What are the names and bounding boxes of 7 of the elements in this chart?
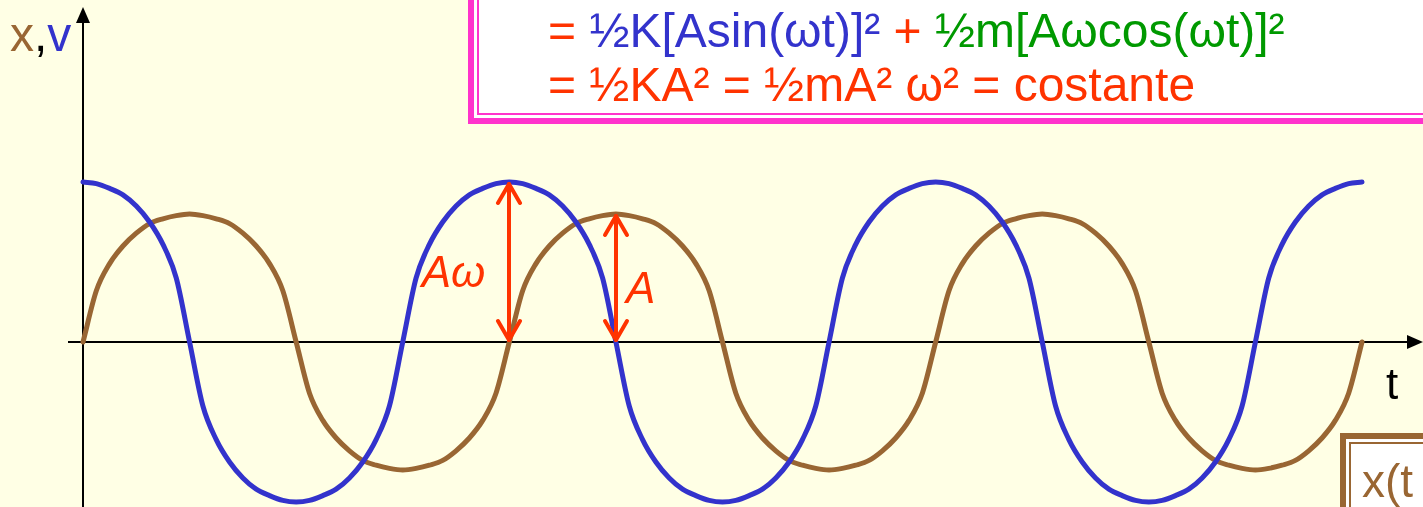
text-box: x(t [1340, 433, 1423, 507]
formula-box: = ½K[Asin(ωt)]² + ½m[Aωcos(ωt)]² = ½KA² = ½mA² ω² = costante [468, 0, 1423, 124]
annotation: x(t [1362, 455, 1415, 507]
annotation: Aω [421, 247, 486, 296]
x-axis-title: t [1386, 359, 1399, 408]
annotation: A [625, 263, 656, 312]
y-axis-title: x,v [10, 8, 72, 61]
